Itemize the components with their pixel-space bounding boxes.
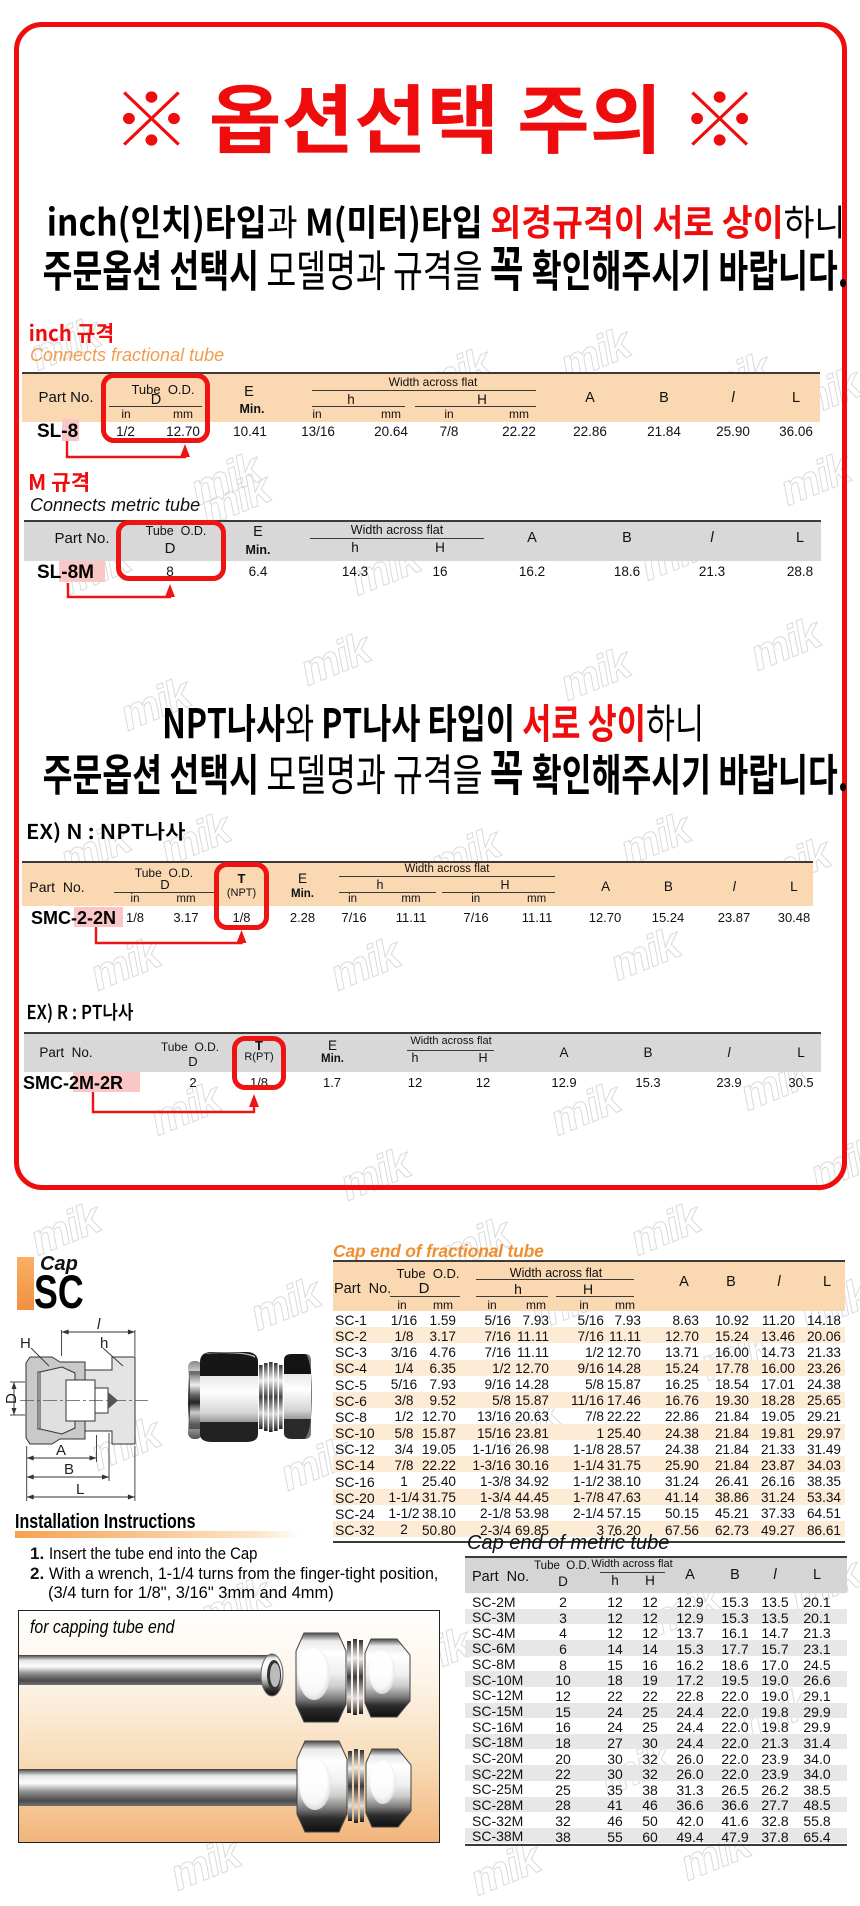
svg-text:B: B: [64, 1461, 74, 1478]
svg-text:D: D: [3, 1393, 20, 1404]
svg-text:h: h: [100, 1335, 108, 1352]
svg-text:l: l: [97, 1316, 101, 1333]
svg-text:A: A: [56, 1442, 66, 1459]
svg-text:H: H: [20, 1335, 31, 1352]
svg-text:L: L: [76, 1481, 84, 1498]
